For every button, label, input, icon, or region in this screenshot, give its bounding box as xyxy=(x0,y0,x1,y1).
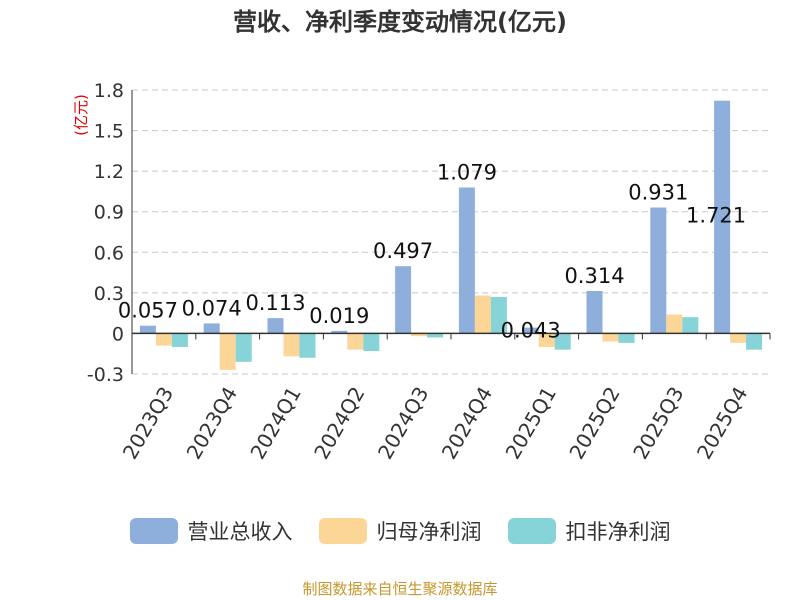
bar xyxy=(618,333,635,343)
x-tick-label: 2024Q1 xyxy=(245,383,305,464)
bar xyxy=(650,207,667,334)
bar xyxy=(554,333,571,350)
y-tick-label: 1.2 xyxy=(94,161,124,183)
data-label: 1.079 xyxy=(437,161,497,185)
y-tick-label: 0.6 xyxy=(94,242,124,264)
legend-item[interactable]: 营业总收入 xyxy=(129,516,293,546)
bar xyxy=(411,333,428,337)
bar xyxy=(235,333,252,362)
data-label: 0.019 xyxy=(309,304,369,328)
x-tick-label: 2025Q4 xyxy=(692,383,752,464)
bar xyxy=(602,333,619,342)
bar xyxy=(395,266,412,334)
bar xyxy=(203,323,220,334)
x-tick-label: 2024Q4 xyxy=(437,383,497,464)
bar xyxy=(538,333,555,347)
bar xyxy=(666,314,683,334)
legend-swatch xyxy=(318,518,367,544)
bar xyxy=(267,318,284,334)
y-axis-label: (亿元) xyxy=(72,94,90,136)
x-tick-label: 2025Q1 xyxy=(501,383,561,464)
source-note: 制图数据来自恒生聚源数据库 xyxy=(302,580,498,598)
bar xyxy=(171,333,188,347)
bar xyxy=(458,187,475,334)
bar xyxy=(155,333,172,346)
bars xyxy=(139,100,763,370)
bar xyxy=(682,317,699,334)
legend-swatch xyxy=(507,518,556,544)
data-label: 0.113 xyxy=(245,291,305,315)
legend-item[interactable]: 扣非净利润 xyxy=(507,516,671,546)
x-tick-label: 2025Q2 xyxy=(564,383,624,464)
x-tick-label: 2023Q3 xyxy=(118,383,178,464)
bar xyxy=(299,333,316,358)
y-tick-label: 0 xyxy=(112,323,124,345)
legend-swatch xyxy=(129,518,178,544)
bar xyxy=(331,330,348,334)
y-tick-label: 1.8 xyxy=(94,80,124,102)
bar xyxy=(474,295,491,334)
y-tick-label: 0.9 xyxy=(94,202,124,224)
bar xyxy=(522,327,539,334)
bar xyxy=(714,100,731,334)
legend-label: 归母净利润 xyxy=(376,520,482,544)
bar xyxy=(283,333,300,357)
bar xyxy=(427,333,444,338)
legend-label: 营业总收入 xyxy=(187,520,293,544)
x-tick-label: 2025Q3 xyxy=(628,383,688,464)
y-tick-label: -0.3 xyxy=(87,364,124,386)
x-tick-label: 2024Q3 xyxy=(373,383,433,464)
legend: 营业总收入 归母净利润 扣非净利润 xyxy=(0,516,800,546)
data-label: 1.721 xyxy=(686,204,746,228)
chart-title: 营收、净利季度变动情况(亿元) xyxy=(233,8,567,36)
data-label: 0.931 xyxy=(628,181,688,205)
bar xyxy=(730,333,747,343)
x-tick-label: 2024Q2 xyxy=(309,383,369,464)
bar xyxy=(139,325,156,334)
bar xyxy=(363,333,380,352)
data-label: 0.057 xyxy=(118,299,178,323)
legend-label: 扣非净利润 xyxy=(565,520,671,544)
bar xyxy=(219,333,236,370)
bar xyxy=(347,333,364,350)
data-label: 0.043 xyxy=(501,318,561,342)
y-tick-label: 1.5 xyxy=(94,121,124,143)
legend-item[interactable]: 归母净利润 xyxy=(318,516,482,546)
y-tick-label: 0.3 xyxy=(94,283,124,305)
data-label: 0.314 xyxy=(564,264,624,288)
x-tick-label: 2023Q4 xyxy=(182,383,242,464)
data-label: 0.074 xyxy=(182,296,242,320)
data-label: 0.497 xyxy=(373,239,433,263)
bar xyxy=(586,290,603,334)
bar xyxy=(490,296,507,334)
bar xyxy=(746,333,763,350)
